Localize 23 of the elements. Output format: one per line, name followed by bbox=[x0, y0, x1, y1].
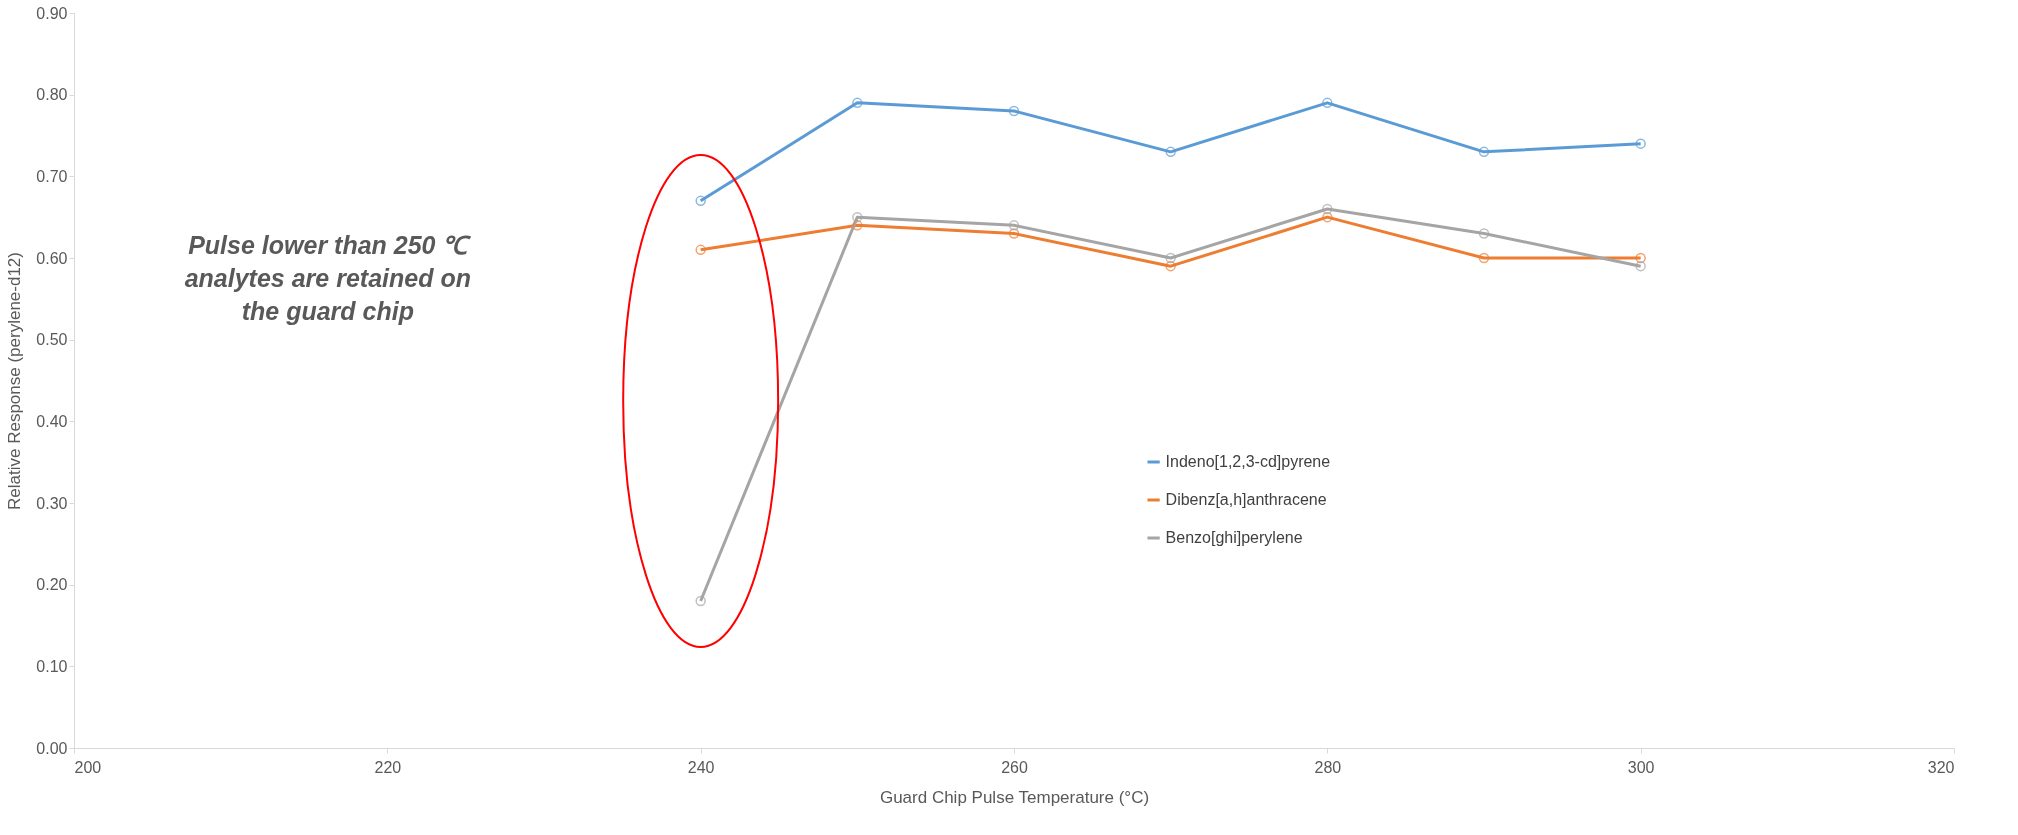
legend-label: Indeno[1,2,3-cd]pyrene bbox=[1165, 453, 1331, 470]
x-axis-title: Guard Chip Pulse Temperature (°C) bbox=[879, 787, 1150, 807]
y-tick-label: 0.40 bbox=[36, 412, 68, 430]
x-tick-label: 280 bbox=[1314, 758, 1342, 776]
x-tick-label: 240 bbox=[687, 758, 715, 776]
y-tick-label: 0.90 bbox=[36, 4, 68, 22]
x-tick-label: 200 bbox=[74, 758, 102, 776]
legend-label: Dibenz[a,h]anthracene bbox=[1165, 491, 1327, 508]
annotation: Pulse lower than 250 ℃ analytes are retained on the guard chip bbox=[184, 230, 473, 325]
x-tick-label: 260 bbox=[1001, 758, 1028, 776]
y-tick-label: 0.80 bbox=[36, 86, 68, 104]
y-tick-label: 0.10 bbox=[36, 657, 68, 675]
y-tick-label: 0.20 bbox=[36, 576, 68, 594]
y-tick-label: 0.30 bbox=[36, 494, 68, 512]
y-axis-title: Relative Response (perylene-d12) bbox=[5, 252, 25, 510]
x-tick-label: 220 bbox=[374, 758, 402, 776]
y-tick-label: 0.70 bbox=[36, 167, 68, 185]
y-tick-label: 0.00 bbox=[36, 739, 68, 757]
x-tick-label: 300 bbox=[1627, 758, 1655, 776]
y-tick-label: 0.60 bbox=[36, 249, 68, 267]
x-tick-label: 320 bbox=[1927, 758, 1955, 776]
legend-label: Benzo[ghi]perylene bbox=[1165, 529, 1303, 546]
y-tick-label: 0.50 bbox=[36, 331, 68, 349]
